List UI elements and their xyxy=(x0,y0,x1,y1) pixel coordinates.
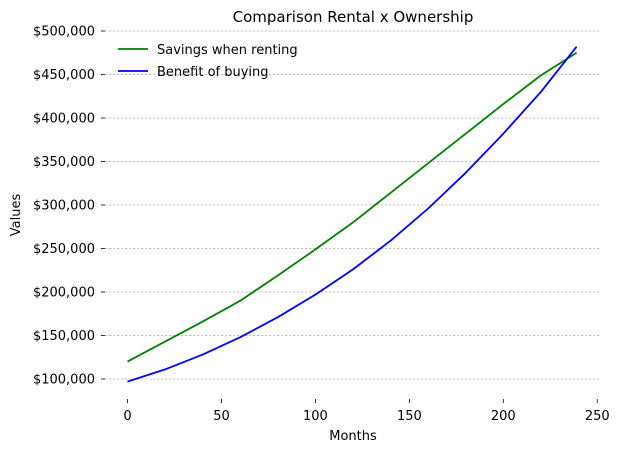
y-tick-label: $450,000 xyxy=(33,68,95,83)
y-tick-label: $150,000 xyxy=(33,329,95,344)
legend-label-benefit-of-buying: Benefit of buying xyxy=(157,65,269,80)
series-line-savings-when-renting xyxy=(127,51,578,363)
legend-label-savings-when-renting: Savings when renting xyxy=(157,43,298,58)
grid-layer xyxy=(105,30,601,380)
y-tick-label: $300,000 xyxy=(33,198,95,213)
y-tick-label: $250,000 xyxy=(33,242,95,257)
x-tick-label: 50 xyxy=(213,409,230,424)
y-axis: $100,000 $150,000 $200,000 $250,000 $300,000… xyxy=(33,25,105,387)
y-tick-label: $400,000 xyxy=(33,111,95,126)
series-line-benefit-of-buying xyxy=(127,46,578,383)
y-axis-label: Values xyxy=(9,194,24,237)
x-tick-label: 200 xyxy=(491,409,516,424)
x-tick-label: 250 xyxy=(585,409,610,424)
x-axis: 0 50 100 150 200 250 xyxy=(123,399,610,424)
x-tick-label: 0 xyxy=(123,409,131,424)
y-tick-label: $350,000 xyxy=(33,155,95,170)
y-tick-label: $200,000 xyxy=(33,285,95,300)
series-layer xyxy=(127,46,578,383)
x-tick-label: 100 xyxy=(303,409,328,424)
y-tick-label: $500,000 xyxy=(33,25,95,40)
legend: Savings when renting Benefit of buying xyxy=(118,43,298,80)
chart-title: Comparison Rental x Ownership xyxy=(233,8,474,26)
x-axis-label: Months xyxy=(329,429,377,444)
x-tick-label: 150 xyxy=(397,409,422,424)
y-tick-label: $100,000 xyxy=(33,372,95,387)
